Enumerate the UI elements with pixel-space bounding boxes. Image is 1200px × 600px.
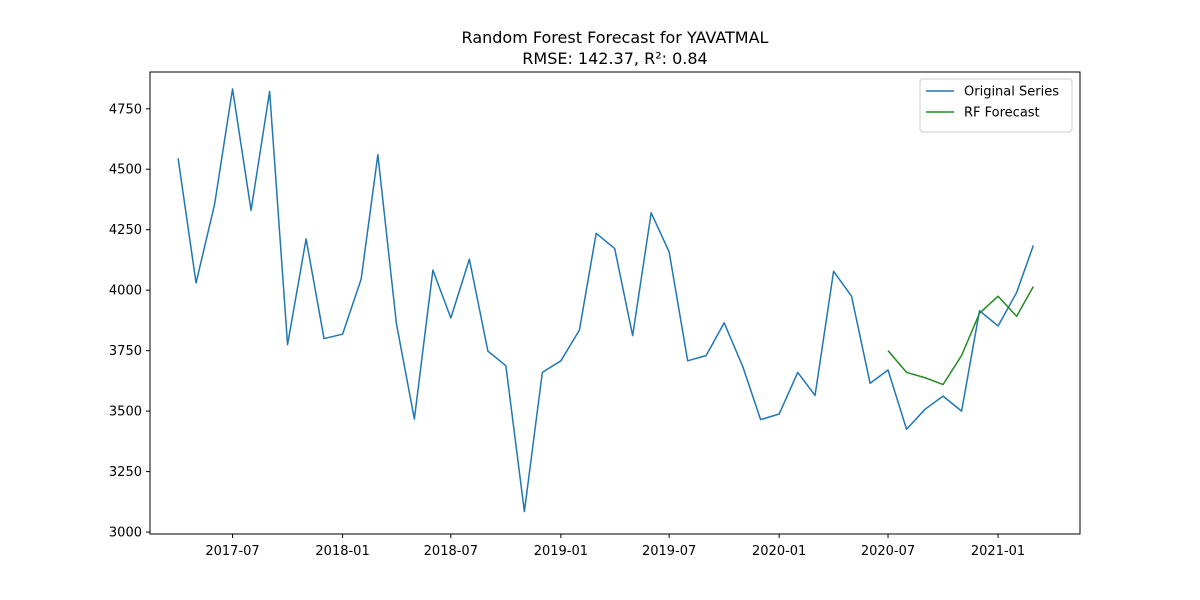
chart-title: Random Forest Forecast for YAVATMAL xyxy=(462,28,769,47)
y-tick-label: 3500 xyxy=(109,405,142,420)
legend-box xyxy=(919,78,1073,133)
x-tick-label: 2018-07 xyxy=(424,544,478,559)
x-tick-label: 2019-07 xyxy=(642,544,696,559)
x-tick-label: 2020-07 xyxy=(861,544,915,559)
y-tick-label: 4500 xyxy=(109,163,142,178)
x-tick-label: 2019-01 xyxy=(534,544,588,559)
x-tick-label: 2018-01 xyxy=(315,544,369,559)
legend: Original Series RF Forecast xyxy=(919,78,1073,133)
series-layer xyxy=(177,88,1035,513)
y-axis: 3000 3250 3500 3750 4000 4250 4500 4750 xyxy=(109,102,150,541)
y-tick-label: 3250 xyxy=(109,465,142,480)
legend-label: Original Series xyxy=(964,85,1059,100)
y-tick-label: 3000 xyxy=(109,526,142,541)
y-tick-label: 4250 xyxy=(109,223,142,238)
chart-subtitle: RMSE: 142.37, R²: 0.84 xyxy=(522,49,707,68)
legend-label: RF Forecast xyxy=(964,106,1040,121)
y-tick-label: 3750 xyxy=(109,344,142,359)
x-axis: 2017-07 2018-01 2018-07 2019-01 2019-07 2020-… xyxy=(205,534,1025,559)
plot-frame xyxy=(149,71,1081,535)
series-line-forecast xyxy=(887,286,1035,386)
y-tick-label: 4750 xyxy=(109,102,142,117)
series-line-original xyxy=(177,88,1035,513)
y-tick-label: 4000 xyxy=(109,284,142,299)
x-tick-label: 2021-01 xyxy=(971,544,1025,559)
x-tick-label: 2020-01 xyxy=(752,544,806,559)
x-tick-label: 2017-07 xyxy=(205,544,259,559)
